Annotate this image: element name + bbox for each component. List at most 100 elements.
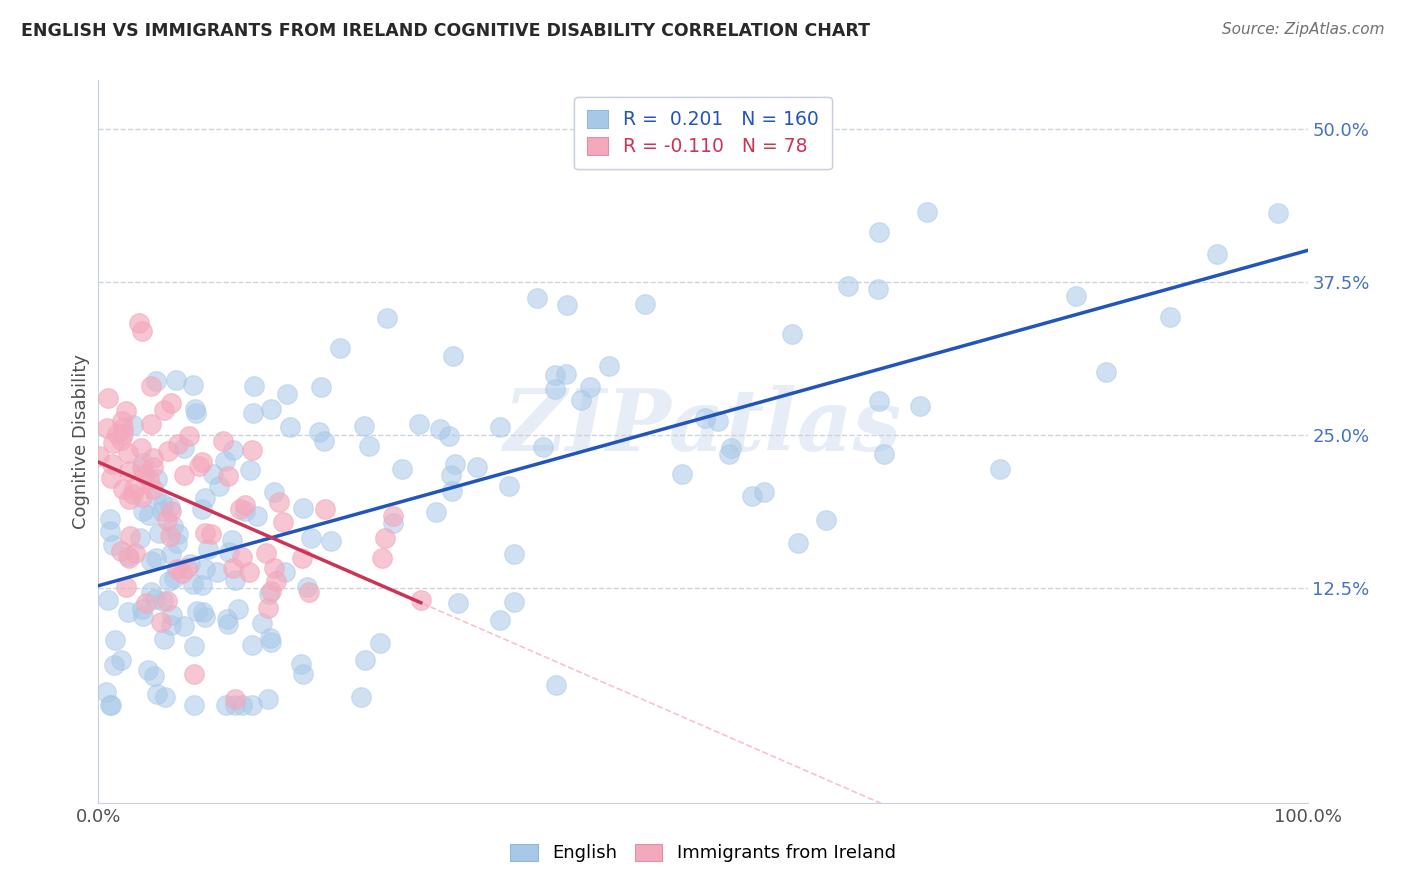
Point	[222, 561, 245, 575]
Point	[908, 399, 931, 413]
Point	[131, 602, 153, 616]
Point	[117, 446, 139, 460]
Point	[124, 481, 146, 495]
Point	[707, 414, 730, 428]
Point	[97, 391, 120, 405]
Point	[159, 547, 181, 561]
Point	[96, 421, 118, 435]
Point	[153, 690, 176, 704]
Point	[141, 417, 163, 432]
Point	[118, 491, 141, 506]
Point	[129, 532, 152, 546]
Point	[257, 600, 280, 615]
Point	[207, 479, 229, 493]
Point	[240, 638, 263, 652]
Point	[440, 468, 463, 483]
Point	[274, 566, 297, 580]
Point	[408, 417, 430, 431]
Point	[101, 457, 124, 471]
Point	[263, 485, 285, 500]
Point	[988, 461, 1011, 475]
Point	[224, 573, 246, 587]
Point	[141, 379, 163, 393]
Point	[786, 535, 808, 549]
Point	[143, 669, 166, 683]
Point	[100, 698, 122, 712]
Point	[163, 571, 186, 585]
Point	[157, 574, 180, 589]
Point	[229, 502, 252, 516]
Point	[246, 509, 269, 524]
Point	[218, 545, 240, 559]
Point	[371, 550, 394, 565]
Point	[298, 584, 321, 599]
Point	[544, 383, 567, 397]
Point	[117, 549, 139, 563]
Point	[184, 406, 207, 420]
Point	[124, 546, 146, 560]
Point	[498, 479, 520, 493]
Point	[166, 562, 188, 576]
Point	[752, 484, 775, 499]
Point	[278, 419, 301, 434]
Point	[100, 471, 122, 485]
Point	[112, 421, 135, 435]
Point	[441, 349, 464, 363]
Point	[671, 467, 693, 481]
Point	[350, 690, 373, 705]
Point	[131, 491, 153, 505]
Point	[101, 538, 124, 552]
Point	[177, 429, 200, 443]
Point	[238, 565, 260, 579]
Point	[162, 519, 184, 533]
Point	[110, 653, 132, 667]
Point	[224, 692, 246, 706]
Point	[467, 459, 489, 474]
Point	[429, 422, 451, 436]
Point	[159, 529, 181, 543]
Point	[717, 447, 740, 461]
Point	[221, 533, 243, 548]
Point	[152, 594, 174, 608]
Point	[254, 546, 277, 560]
Point	[489, 613, 512, 627]
Point	[502, 595, 524, 609]
Point	[128, 316, 150, 330]
Point	[94, 685, 117, 699]
Point	[103, 657, 125, 672]
Point	[444, 457, 467, 471]
Point	[217, 469, 239, 483]
Point	[156, 513, 179, 527]
Point	[150, 504, 173, 518]
Point	[118, 529, 141, 543]
Point	[1159, 310, 1181, 325]
Point	[186, 605, 208, 619]
Point	[122, 418, 145, 433]
Point	[142, 482, 165, 496]
Point	[1095, 365, 1118, 379]
Point	[555, 367, 578, 381]
Point	[165, 373, 187, 387]
Point	[146, 687, 169, 701]
Point	[193, 605, 215, 619]
Point	[160, 617, 183, 632]
Point	[354, 652, 377, 666]
Point	[190, 577, 212, 591]
Point	[314, 502, 336, 516]
Point	[271, 515, 294, 529]
Point	[292, 667, 315, 681]
Point	[242, 698, 264, 712]
Point	[242, 379, 264, 393]
Point	[135, 596, 157, 610]
Point	[138, 472, 160, 486]
Point	[297, 580, 319, 594]
Point	[1064, 289, 1087, 303]
Point	[368, 636, 391, 650]
Point	[105, 427, 128, 442]
Point	[110, 433, 132, 447]
Point	[145, 488, 167, 502]
Point	[176, 561, 198, 575]
Point	[260, 635, 283, 649]
Point	[200, 527, 222, 541]
Point	[131, 324, 153, 338]
